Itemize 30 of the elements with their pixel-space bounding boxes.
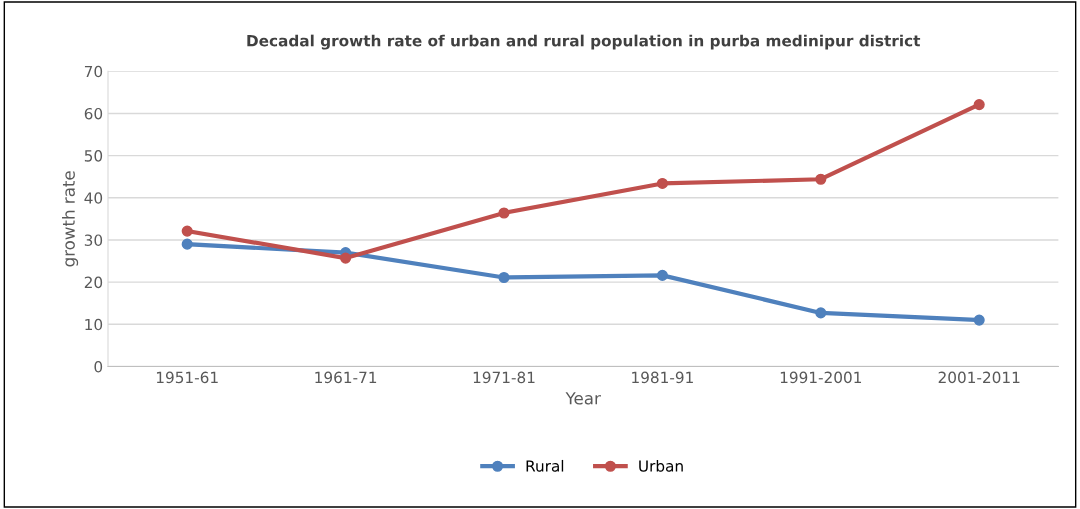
y-tick-label: 50 [84, 150, 103, 162]
legend-label: Urban [639, 459, 683, 472]
y-tick-label: 20 [84, 276, 103, 289]
x-tick-label: 1951-61 [156, 371, 218, 384]
legend-label: Rural [526, 459, 564, 472]
x-tick-label: 1971-81 [473, 371, 535, 384]
x-axis-title: Year [565, 392, 601, 405]
point [340, 252, 352, 264]
x-tick-label: 1991-2001 [780, 371, 862, 384]
y-tick-label: 30 [84, 234, 103, 246]
point [498, 271, 510, 284]
x-tick-label: 1981-91 [632, 371, 693, 384]
point [181, 225, 193, 237]
point [815, 307, 827, 319]
point [815, 173, 827, 185]
y-tick-label: 10 [85, 318, 103, 331]
x-tick-label: 2001-2011 [938, 371, 1020, 384]
point [656, 269, 668, 281]
point [656, 177, 668, 189]
y-tick-label: 40 [84, 192, 103, 204]
chart-title: Decadal growth rate of urban and rural population in purba medinipur district [247, 34, 921, 50]
y-tick-label: 70 [84, 65, 103, 78]
point [498, 207, 510, 219]
x-tick-label: 1961-71 [315, 371, 377, 384]
point [973, 99, 985, 111]
y-tick-label: 0 [94, 360, 103, 373]
y-axis-title: growth rate [62, 171, 79, 267]
point [973, 314, 985, 326]
point [181, 238, 193, 250]
y-tick-label: 60 [84, 107, 103, 120]
